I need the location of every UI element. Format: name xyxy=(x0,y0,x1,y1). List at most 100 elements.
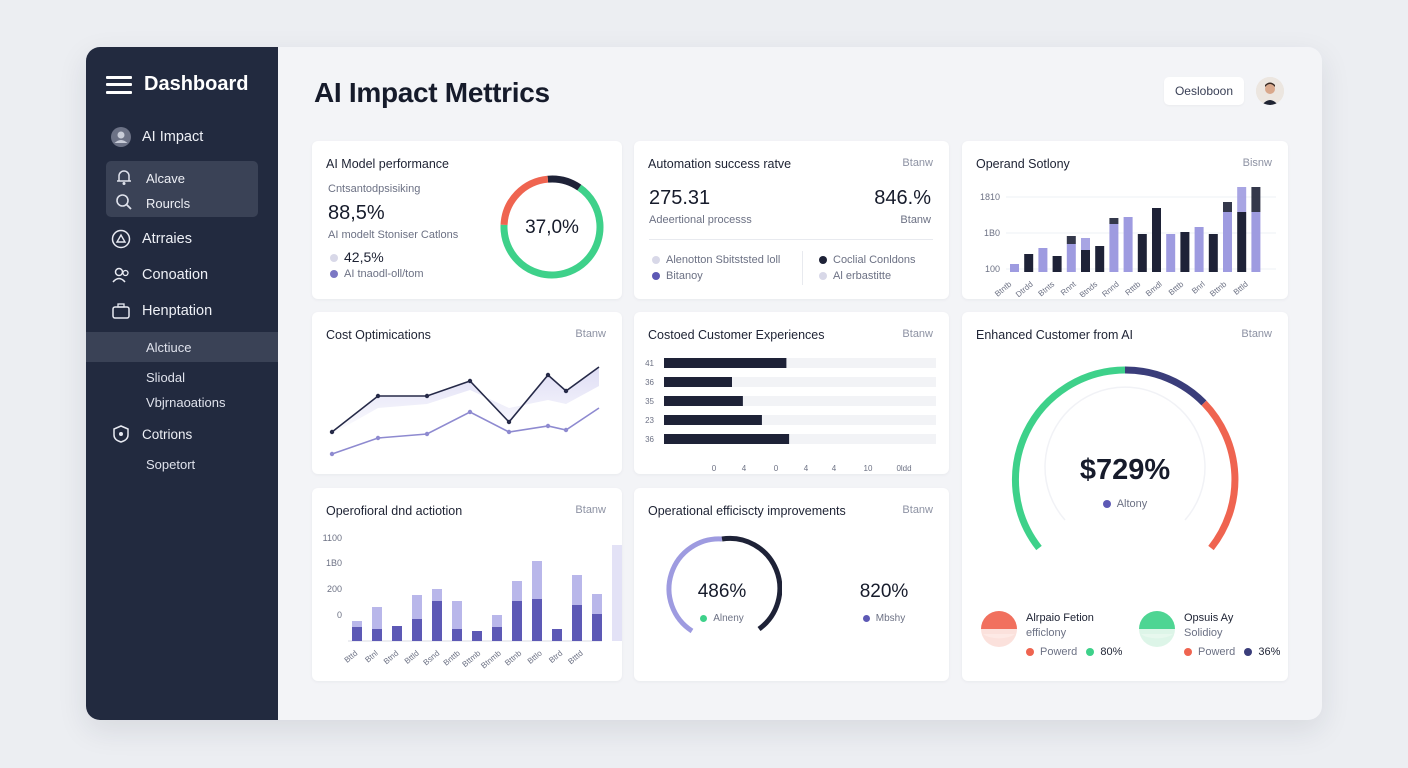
sidebar-item-cotrions[interactable]: Cotrions xyxy=(110,423,192,445)
card-link[interactable]: Btanw xyxy=(902,157,933,169)
sidebar-item-conoation[interactable]: Conoation xyxy=(110,264,208,286)
customer-exp-bar-chart: 41 36 35 23 36 0 4 0 4 4 10 0ldd xyxy=(645,358,936,473)
operand-bar-chart: 18101B01000BtntbDtrddBtntsRnntBtndsRnndR… xyxy=(980,187,1276,297)
bar-stack xyxy=(532,561,542,599)
ring-purple-arc xyxy=(666,536,723,634)
divider xyxy=(649,239,933,240)
sidebar-item-label: Cotrions xyxy=(142,426,193,442)
enh-left-sub: efficlony xyxy=(1026,627,1067,639)
search-icon xyxy=(114,192,136,214)
efficiency-caption-left-row: Alneny xyxy=(664,613,780,624)
bar-track xyxy=(664,415,936,425)
bar xyxy=(1251,212,1261,272)
y-tick-label: 23 xyxy=(645,416,654,425)
legend-dot xyxy=(652,272,660,281)
shield-icon xyxy=(110,228,132,250)
x-tick-label: Bttnb xyxy=(1208,279,1229,297)
card-title: Operofioral dnd actiotion xyxy=(326,504,463,518)
x-tick-label: Btnts xyxy=(1037,280,1057,297)
bar-stack xyxy=(412,595,422,619)
sidebar-item-vbjrnaoations[interactable]: Vbjrnaoations xyxy=(146,395,226,410)
avatar[interactable] xyxy=(1256,77,1284,105)
briefcase-icon xyxy=(110,300,132,322)
card-link[interactable]: Btanw xyxy=(902,504,933,516)
bar-stack xyxy=(572,575,582,605)
sidebar-item-label: Rourcls xyxy=(146,195,191,211)
donut-label: 37,0% xyxy=(525,217,579,238)
bar xyxy=(432,601,442,641)
bar-stack xyxy=(1237,187,1247,212)
x-tick-label: Bttnb xyxy=(503,648,524,667)
sidebar-item-atrraies[interactable]: Atrraies xyxy=(110,228,192,250)
enh-right-leg1: Powerd xyxy=(1198,646,1236,658)
bar xyxy=(352,627,362,641)
efficiency-ring xyxy=(666,535,782,634)
x-tick-label: Rnnd xyxy=(1100,280,1120,297)
legend-dot xyxy=(819,256,827,265)
efficiency-caption-right: Mbshy xyxy=(875,613,906,624)
pie-icon-left xyxy=(981,611,1017,647)
x-tick-label: Bttld xyxy=(403,649,421,666)
gauge-value: $729% xyxy=(1079,454,1171,486)
y-tick-label: 36 xyxy=(645,435,654,444)
enh-left-leg1: Powerd xyxy=(1040,646,1078,658)
sidebar-item-sliodal[interactable]: Sliodal xyxy=(146,370,186,385)
automation-value-right: 846.% xyxy=(874,187,931,209)
sidebar-item-henptation[interactable]: Henptation xyxy=(110,300,212,322)
bar xyxy=(664,358,787,368)
bar-stack xyxy=(1251,187,1261,212)
legend-dot xyxy=(652,256,660,265)
model-legend-row: AI tnaodl-oll/tom xyxy=(330,268,423,280)
app-window: Dashboard AI Impact Alcave Rourcls A xyxy=(86,47,1322,720)
sidebar-item-alcave[interactable]: Alcave xyxy=(114,167,185,189)
automation-legend3-row: Coclial Conldons xyxy=(819,254,916,266)
automation-value-left: 275.31 xyxy=(649,187,711,209)
card-link[interactable]: Btanw xyxy=(902,328,933,340)
people-icon xyxy=(110,264,132,286)
x-tick-label: Bttd xyxy=(343,649,360,665)
donut-dark-segment xyxy=(500,175,604,279)
x-tick-label: Btntb xyxy=(993,279,1014,297)
x-tick-label: Bttld xyxy=(1232,280,1250,297)
bar-stack xyxy=(1109,218,1119,224)
menu-icon[interactable] xyxy=(106,75,132,94)
automation-legend4-row: Al erbastitte xyxy=(819,270,891,282)
card-title: Cost Optimications xyxy=(326,328,431,342)
bar xyxy=(1180,232,1190,272)
sidebar-item-alctiuce[interactable]: Alctiuce xyxy=(146,340,192,355)
bar-track xyxy=(664,358,936,368)
bar xyxy=(1095,246,1105,272)
card-link[interactable]: Btanw xyxy=(1241,328,1272,340)
bell-icon xyxy=(114,167,136,189)
bar xyxy=(552,629,562,641)
enh-right-leg2: 36% xyxy=(1258,646,1281,658)
card-link[interactable]: Btanw xyxy=(575,328,606,340)
x-tick-label: 4 xyxy=(804,464,809,473)
card-link[interactable]: Btanw xyxy=(575,504,606,516)
header-button[interactable]: Oesloboon xyxy=(1164,77,1244,105)
automation-caption-left: Adeertional processs xyxy=(649,214,752,226)
card-efficiency: Operational efficiscty improvements Btan… xyxy=(634,488,949,681)
card-link[interactable]: Bisnw xyxy=(1242,157,1272,169)
user-icon xyxy=(110,126,132,148)
bar xyxy=(472,631,482,641)
efficiency-caption-right-row: Mbshy xyxy=(834,613,934,624)
card-title: Operational efficiscty improvements xyxy=(648,504,846,518)
cost-dark-points xyxy=(329,372,569,435)
x-tick-label: 4 xyxy=(742,464,747,473)
sidebar-item-sopetort[interactable]: Sopetort xyxy=(146,457,196,472)
page-title: AI Impact Mettrics xyxy=(314,77,550,108)
card-title: Automation success ratve xyxy=(648,157,792,171)
sidebar-item-label: Alcave xyxy=(146,170,186,186)
bar xyxy=(372,629,382,641)
bar-stack xyxy=(612,545,622,641)
bar-stack xyxy=(432,589,442,601)
x-tick-label: Btrd xyxy=(547,649,564,665)
y-tick-label: 1100 xyxy=(323,533,342,543)
sidebar-item-rourcls[interactable]: Rourcls xyxy=(114,192,190,214)
bar xyxy=(664,396,743,406)
sidebar-item-ai-impact[interactable]: AI Impact xyxy=(110,126,203,148)
legend-dot xyxy=(1102,500,1111,509)
gauge-red-arc xyxy=(1201,400,1239,551)
